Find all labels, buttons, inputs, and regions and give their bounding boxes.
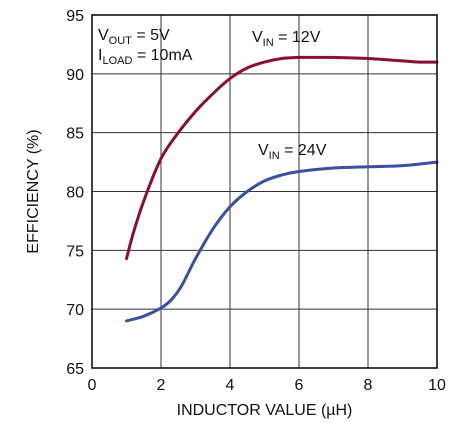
- vout-annotation-sub: OUT: [109, 35, 133, 47]
- vin-12v-label: VIN = 12V: [252, 29, 321, 49]
- y-tick-label: 75: [66, 243, 84, 260]
- y-tick-label: 85: [66, 126, 84, 143]
- grid: [92, 15, 437, 368]
- series-layer: [125, 55, 439, 323]
- vin-24v-label: VIN = 24V: [258, 142, 327, 162]
- plot-frame: [91, 14, 438, 369]
- vout-annotation: VOUT = 5V: [98, 27, 170, 47]
- vout-annotation-rest: = 5V: [132, 27, 170, 44]
- vin-12v-label-rest: = 12V: [274, 29, 321, 46]
- y-tick-label: 80: [66, 185, 84, 202]
- series-line-vin-12v: [125, 55, 439, 261]
- y-tick-label: 70: [66, 302, 84, 319]
- vout-annotation-main: V: [98, 27, 109, 44]
- series-line-vin-24v: [125, 160, 439, 323]
- x-tick-label: 6: [295, 377, 304, 394]
- vin-12v-label-main: V: [252, 29, 263, 46]
- tick-labels: 0 2 4 6 8 10 65 70 75 80 85 90 95: [66, 8, 446, 394]
- iload-annotation-sub: LOAD: [102, 55, 132, 67]
- x-tick-label: 10: [428, 377, 446, 394]
- x-tick-label: 4: [226, 377, 235, 394]
- iload-annotation-rest: = 10mA: [132, 47, 192, 64]
- x-tick-label: 0: [88, 377, 97, 394]
- x-tick-label: 8: [364, 377, 373, 394]
- y-tick-label: 90: [66, 67, 84, 84]
- x-tick-label: 2: [157, 377, 166, 394]
- iload-annotation: ILOAD = 10mA: [98, 47, 193, 67]
- y-tick-label: 95: [66, 8, 84, 25]
- vin-24v-label-rest: = 24V: [280, 142, 327, 159]
- vin-24v-label-sub: IN: [269, 150, 280, 162]
- vin-24v-label-main: V: [258, 142, 269, 159]
- iload-annotation-main: I: [98, 47, 102, 64]
- x-axis-title: INDUCTOR VALUE (µH): [177, 402, 353, 419]
- vin-12v-label-sub: IN: [263, 37, 274, 49]
- y-tick-label: 65: [66, 361, 84, 378]
- y-axis-title: EFFICIENCY (%): [25, 129, 42, 253]
